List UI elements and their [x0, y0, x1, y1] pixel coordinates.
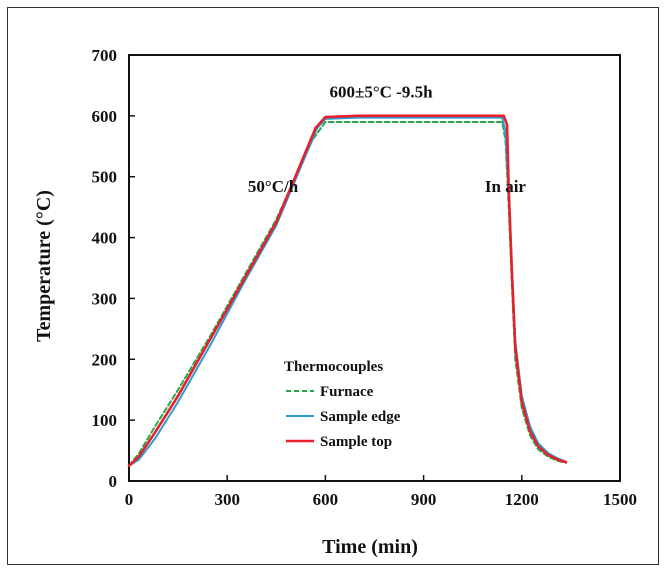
x-tick-label: 900 [411, 490, 437, 509]
legend-entry-sample-edge: Sample edge [320, 409, 401, 425]
legend: Thermocouples Furnace Sample edge Sample t… [284, 359, 401, 450]
y-tick-label: 200 [92, 350, 118, 369]
series-layer [127, 114, 568, 468]
annotation-2: In air [485, 177, 527, 196]
y-tick-label: 500 [92, 168, 118, 187]
x-tick-label: 300 [214, 490, 240, 509]
series-line-sample-top [127, 114, 568, 468]
y-tick-label: 700 [92, 46, 118, 65]
legend-entry-furnace: Furnace [320, 384, 374, 400]
x-axis-label: Time (min) [322, 536, 418, 558]
plot-area [128, 54, 621, 482]
y-tick-label: 400 [92, 229, 118, 248]
annotation-0: 600±5°C -9.5h [330, 83, 434, 102]
y-tick-label: 0 [109, 472, 118, 491]
y-tick-label: 100 [92, 411, 118, 430]
annotations: 600±5°C -9.5h 50°C/h In air [248, 83, 527, 196]
annotation-1: 50°C/h [248, 177, 299, 196]
legend-entry-sample-top: Sample top [320, 434, 392, 450]
x-tick-label: 1200 [505, 490, 539, 509]
axis-ticks: 0 300 600 900 1200 1500 0 100 200 300 400 500 600 700 [92, 46, 638, 509]
y-tick-label: 600 [92, 107, 118, 126]
y-axis-label: Temperature (°C) [33, 190, 55, 342]
y-tick-label: 300 [92, 289, 118, 308]
x-tick-label: 600 [313, 490, 339, 509]
x-tick-label: 1500 [603, 490, 637, 509]
x-tick-label: 0 [125, 490, 134, 509]
series-line-furnace [128, 120, 567, 467]
plot-border [128, 54, 621, 482]
legend-title: Thermocouples [284, 359, 383, 375]
series-line-sample-edge [128, 116, 567, 467]
figure-frame [7, 7, 659, 565]
